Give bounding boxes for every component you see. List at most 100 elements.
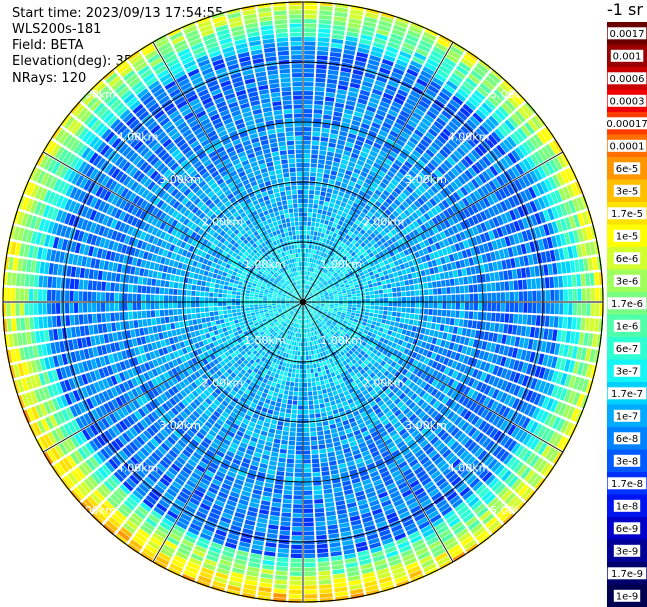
range-gate-cell bbox=[313, 494, 323, 500]
range-gate-cell bbox=[325, 92, 336, 98]
range-gate-cell bbox=[364, 204, 372, 211]
range-gate-cell bbox=[312, 263, 316, 268]
range-gate-cell bbox=[294, 387, 299, 392]
range-gate-cell bbox=[366, 235, 373, 242]
range-gate-cell bbox=[313, 118, 322, 123]
range-gate-cell bbox=[309, 185, 315, 191]
range-gate-cell bbox=[348, 262, 354, 268]
range-gate-cell bbox=[311, 272, 314, 277]
range-gate-cell bbox=[319, 14, 332, 20]
range-gate-cell bbox=[329, 133, 338, 139]
range-gate-cell bbox=[355, 209, 362, 215]
range-gate-cell bbox=[419, 39, 433, 49]
range-gate-cell bbox=[501, 102, 513, 115]
range-gate-cell bbox=[304, 562, 316, 567]
range-gate-cell bbox=[303, 239, 306, 244]
range-gate-cell bbox=[408, 194, 416, 203]
range-gate-cell bbox=[514, 302, 519, 313]
range-gate-cell bbox=[441, 309, 447, 317]
range-gate-cell bbox=[355, 56, 368, 63]
range-gate-cell bbox=[409, 284, 415, 291]
range-gate-cell bbox=[425, 131, 436, 141]
range-gate-cell bbox=[517, 279, 523, 290]
range-gate-cell bbox=[365, 12, 379, 20]
range-gate-cell bbox=[316, 530, 327, 536]
range-gate-cell bbox=[440, 176, 449, 186]
range-gate-cell bbox=[319, 145, 327, 151]
range-gate-cell bbox=[452, 41, 466, 53]
range-gate-cell bbox=[346, 214, 352, 220]
range-gate-cell bbox=[304, 535, 315, 540]
range-gate-cell bbox=[590, 287, 595, 301]
range-gate-cell bbox=[315, 259, 319, 265]
range-gate-cell bbox=[465, 77, 478, 88]
range-gate-cell bbox=[361, 218, 368, 225]
range-gate-cell bbox=[350, 233, 357, 239]
range-gate-cell bbox=[397, 89, 409, 98]
range-gate-cell bbox=[368, 218, 375, 225]
range-gate-cell bbox=[478, 59, 492, 71]
range-gate-cell bbox=[342, 178, 350, 185]
range-gate-cell bbox=[327, 245, 332, 250]
range-gate-cell bbox=[338, 135, 347, 141]
range-gate-cell bbox=[377, 24, 391, 32]
range-gate-cell bbox=[563, 303, 568, 315]
range-gate-cell bbox=[374, 298, 379, 302]
range-gate-cell bbox=[350, 78, 362, 85]
range-gate-cell bbox=[303, 136, 311, 141]
range-gate-cell bbox=[311, 449, 319, 455]
range-gate-cell bbox=[303, 185, 309, 190]
range-gate-cell bbox=[305, 289, 307, 294]
range-gate-cell bbox=[307, 285, 311, 290]
range-gate-cell bbox=[309, 258, 313, 263]
range-gate-cell bbox=[324, 201, 330, 207]
range-gate-cell bbox=[363, 162, 372, 170]
range-gate-cell bbox=[286, 458, 295, 464]
range-gate-cell bbox=[460, 158, 470, 169]
range-gate-cell bbox=[309, 190, 315, 195]
range-gate-cell bbox=[279, 534, 290, 540]
range-gate-cell bbox=[361, 302, 366, 305]
range-gate-cell bbox=[395, 59, 408, 68]
range-gate-cell bbox=[454, 164, 463, 174]
range-gate-cell bbox=[386, 224, 394, 231]
range-gate-cell bbox=[323, 224, 328, 230]
range-gate-cell bbox=[336, 93, 346, 100]
range-gate-cell bbox=[330, 170, 338, 176]
range-gate-cell bbox=[404, 38, 417, 47]
range-gate-cell bbox=[306, 289, 309, 294]
range-gate-cell bbox=[423, 31, 437, 41]
range-gate-cell bbox=[317, 50, 329, 56]
range-gate-cell bbox=[297, 409, 303, 414]
range-gate-cell bbox=[475, 62, 489, 74]
range-gate-cell bbox=[399, 317, 405, 323]
range-gate-cell bbox=[358, 43, 371, 50]
range-gate-cell bbox=[342, 222, 348, 228]
range-gate-cell bbox=[559, 303, 564, 315]
range-gate-cell bbox=[365, 295, 370, 299]
range-gate-cell bbox=[478, 158, 488, 169]
range-gate-cell bbox=[309, 239, 313, 245]
range-gate-cell bbox=[315, 285, 319, 290]
range-gate-cell bbox=[401, 220, 408, 228]
range-gate-cell bbox=[306, 244, 309, 249]
range-gate-cell bbox=[303, 248, 306, 253]
range-gate-cell bbox=[394, 20, 409, 29]
range-gate-cell bbox=[307, 280, 310, 285]
range-gate-cell bbox=[370, 232, 376, 239]
range-gate-cell bbox=[312, 273, 316, 278]
range-gate-cell bbox=[418, 185, 426, 194]
range-gate-cell bbox=[304, 544, 315, 549]
range-gate-cell bbox=[418, 74, 431, 84]
range-gate-cell bbox=[517, 127, 528, 140]
range-gate-cell bbox=[376, 233, 383, 240]
range-gate-cell bbox=[334, 260, 339, 266]
range-gate-cell bbox=[331, 264, 336, 269]
range-gate-cell bbox=[447, 170, 456, 180]
range-gate-cell bbox=[416, 78, 428, 88]
range-gate-cell bbox=[372, 204, 379, 211]
range-gate-cell bbox=[295, 450, 303, 455]
range-gate-cell bbox=[366, 63, 379, 71]
range-gate-cell bbox=[303, 131, 312, 136]
range-gate-cell bbox=[354, 60, 366, 68]
